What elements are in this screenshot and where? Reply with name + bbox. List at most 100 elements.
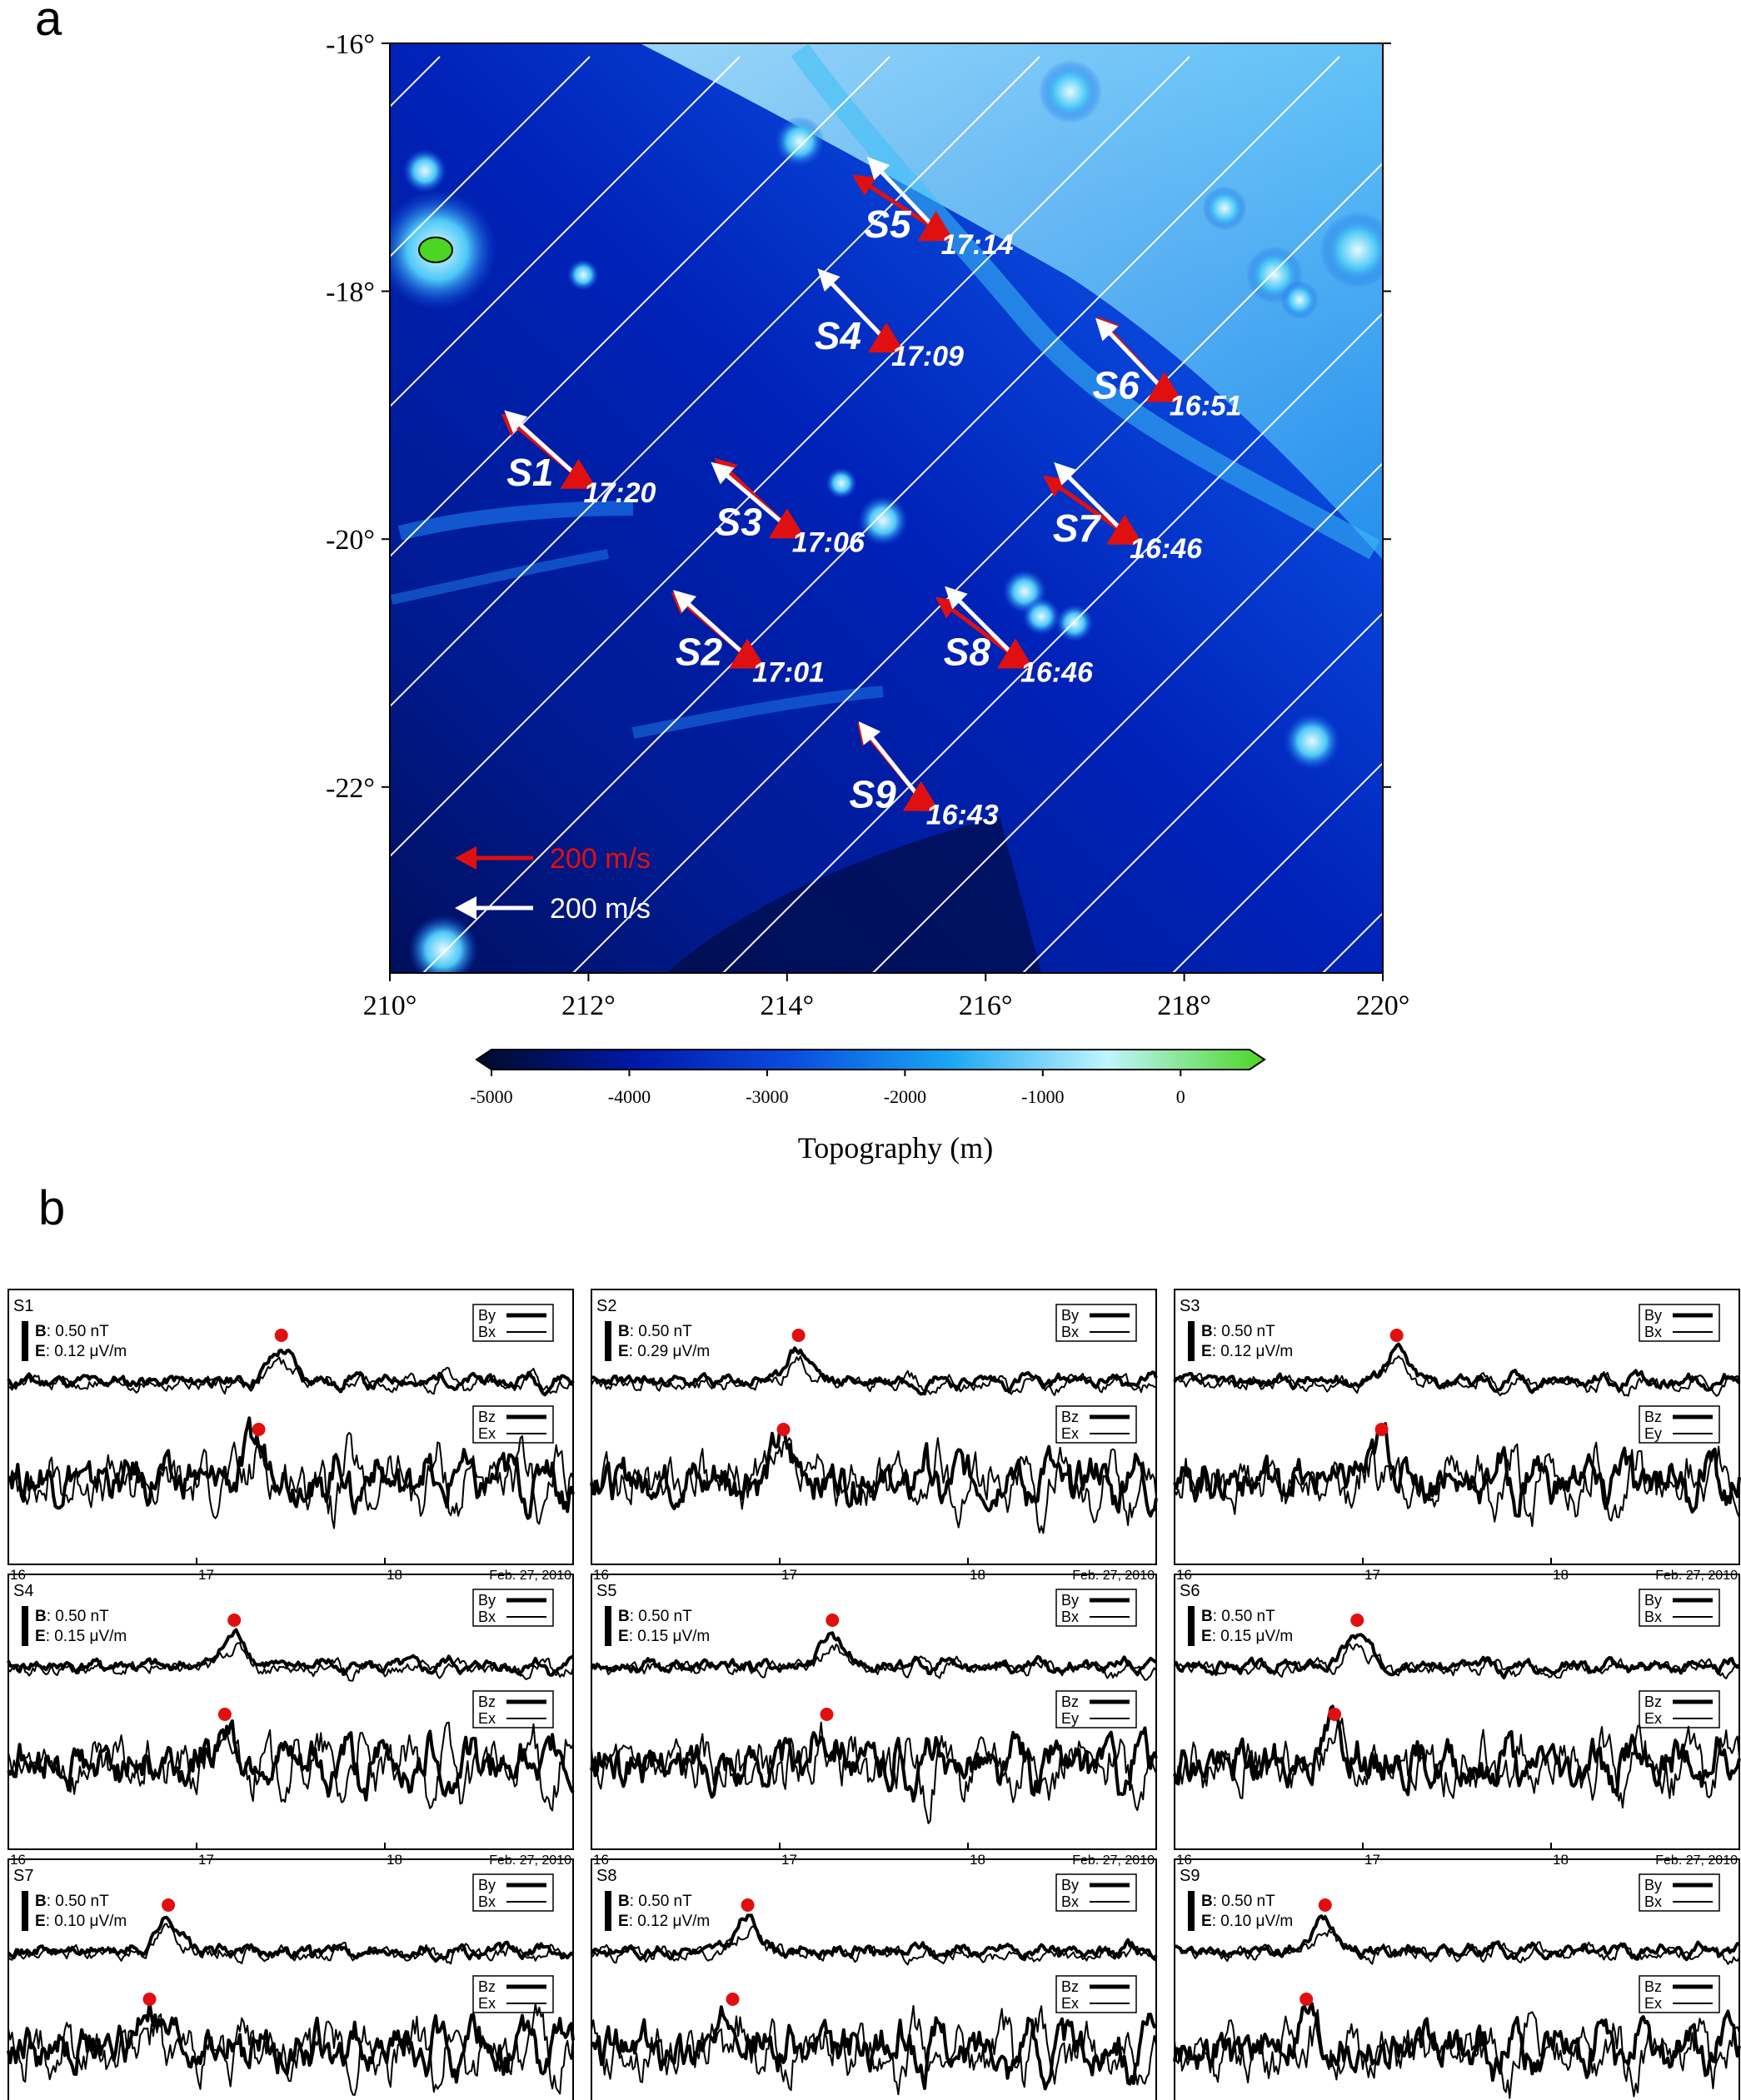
- lon-tick-label: 214°: [760, 990, 814, 1021]
- station-triangle: [560, 458, 597, 489]
- e-scale-label: E: 0.15 μV/m: [1201, 1628, 1293, 1645]
- peak-marker-lower: [252, 1423, 266, 1436]
- lower-legend: [1639, 1405, 1720, 1444]
- station-id-label: S7: [1053, 506, 1102, 550]
- lower-legend: [1639, 1975, 1720, 2013]
- legend-entry-label: Bx: [478, 1609, 496, 1625]
- scale-bar: [605, 1891, 611, 1931]
- station-id-label: S8: [944, 631, 991, 674]
- e-scale-label: E: 0.12 μV/m: [618, 1913, 710, 1930]
- trace-lower-thin: [7, 1721, 574, 1812]
- panel-s7: S7B: 0.50 nTE: 0.10 μV/mByBxBzEx161718Fe…: [7, 1858, 575, 2100]
- upper-legend: [1639, 1304, 1720, 1342]
- velocity-legend: 200 m/s 200 m/s: [455, 843, 651, 925]
- panel-id: S7: [13, 1867, 33, 1885]
- scale-bar: [605, 1606, 611, 1646]
- trace-b-upper-thin: [591, 1355, 1157, 1396]
- lat-tick-label: -20°: [326, 525, 375, 556]
- lon-tick-label: 216°: [959, 990, 1013, 1021]
- date-label: Feb. 27, 2010: [1072, 1569, 1155, 1583]
- legend-entry-label: Ex: [1644, 1710, 1662, 1727]
- legend-entry-label: Ex: [478, 1710, 496, 1727]
- scale-bar: [605, 1321, 611, 1361]
- velocity-arrow-white-shaft: [951, 592, 1017, 659]
- deep-basin: [666, 816, 1041, 973]
- b-scale-label: B: 0.50 nT: [35, 1608, 109, 1625]
- topography-colorbar: -5000 -4000 -3000 -2000 -1000 0 Topography (m): [470, 1049, 1266, 1165]
- legend-arrow-1: 200 m/s: [455, 893, 651, 925]
- station-triangle: [868, 322, 905, 353]
- b-scale-label: B: 0.50 nT: [618, 1608, 692, 1625]
- trace-lower-thin: [1174, 1717, 1740, 1809]
- trace-lower-thick: [590, 1726, 1158, 1803]
- station-triangle: [996, 638, 1034, 669]
- lon-tick-label: 210°: [363, 990, 417, 1021]
- legend-entry-label: By: [478, 1307, 496, 1324]
- lower-legend: [1639, 1690, 1720, 1728]
- peak-marker-upper: [162, 1898, 176, 1912]
- scale-bar: [22, 1321, 28, 1361]
- latitude-axis: -16° -18° -20° -22°: [326, 29, 1391, 804]
- satellite-track: [390, 56, 1190, 858]
- island-glow: [1283, 712, 1341, 771]
- e-scale-label: E: 0.29 μV/m: [618, 1343, 710, 1360]
- panel-frame: [1174, 1289, 1740, 1565]
- island-glow: [774, 116, 826, 167]
- b-scale-label: B: 0.50 nT: [618, 1893, 692, 1910]
- velocity-arrow-white: [817, 268, 888, 342]
- lower-legend: [1055, 1405, 1137, 1444]
- velocity-arrow-white: [858, 721, 923, 801]
- velocity-arrow-white-shaft: [511, 417, 581, 479]
- trace-lower-thin: [591, 1721, 1157, 1824]
- satellite-track: [390, 56, 890, 558]
- legend-entry-label: Ex: [1061, 1995, 1079, 2012]
- station-triangle: [729, 638, 766, 669]
- station-triangle: [917, 211, 955, 242]
- velocity-arrow-white-head: [1095, 317, 1119, 342]
- satellite-track: [572, 162, 1383, 973]
- satellite-track: [390, 56, 591, 258]
- island-glow: [1202, 186, 1247, 231]
- b-scale-label: B: 0.50 nT: [1201, 1893, 1275, 1910]
- lon-tick-label: 212°: [561, 990, 616, 1021]
- peak-marker-lower: [1300, 1993, 1314, 2006]
- peak-marker-lower: [776, 1423, 791, 1436]
- station-time-label: 17:20: [583, 477, 656, 509]
- legend-label: 200 m/s: [550, 843, 651, 875]
- panel-id: S5: [596, 1582, 616, 1600]
- velocity-arrow-red-shaft: [861, 179, 937, 232]
- lower-legend: [472, 1975, 554, 2013]
- velocity-arrow-white-head: [672, 590, 696, 613]
- satellite-track: [390, 56, 441, 108]
- legend-arrow-head: [455, 896, 476, 920]
- b-scale-label: B: 0.50 nT: [1201, 1323, 1275, 1340]
- trace-lower-thin: [7, 1432, 574, 1529]
- legend-entry-label: Bz: [478, 1409, 496, 1425]
- velocity-arrow-white-head: [1054, 461, 1077, 486]
- legend-entry-label: Ex: [1061, 1425, 1079, 1442]
- station-time-label: 17:09: [891, 341, 964, 372]
- trace-b-upper-thick: [1174, 1914, 1740, 1962]
- peak-marker-upper: [1318, 1898, 1332, 1912]
- velocity-arrow-white: [1095, 317, 1166, 392]
- satellite-track: [0, 57, 140, 973]
- legend-entry-label: By: [478, 1877, 496, 1893]
- trace-b-upper-thick: [1173, 1633, 1740, 1680]
- e-scale-label: E: 0.15 μV/m: [35, 1628, 127, 1645]
- b-scale-label: B: 0.50 nT: [618, 1323, 692, 1340]
- colorbar-tick-label: -3000: [746, 1086, 788, 1107]
- legend-entry-label: Ex: [1644, 1995, 1662, 2012]
- velocity-arrow-red: [851, 174, 937, 232]
- e-scale-label: E: 0.10 μV/m: [1201, 1913, 1293, 1930]
- station-id-label: S5: [864, 202, 912, 246]
- legend-entry-label: Bx: [478, 1324, 496, 1340]
- velocity-arrow-white-shaft: [680, 596, 749, 659]
- b-scale-label: B: 0.50 nT: [35, 1323, 109, 1340]
- legend-entry-label: Bx: [1061, 1324, 1079, 1340]
- topography-map: 210° 212° 214° 216° 218° 220° -16° -18° -20° -22…: [0, 29, 1409, 1021]
- satellite-track: [722, 312, 1383, 973]
- legend-entry-label: Bx: [1061, 1893, 1079, 1910]
